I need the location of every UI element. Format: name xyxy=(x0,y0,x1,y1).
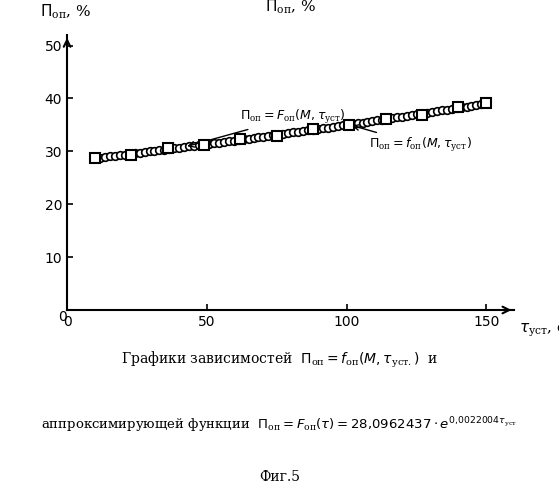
Text: $\Pi_{\mathregular{оп}} = F_{\mathregular{оп}}(M, \tau_{\mathregular{уст}})$: $\Pi_{\mathregular{оп}} = F_{\mathregula… xyxy=(188,108,346,147)
Text: Графики зависимостей  $\Pi_{\mathregular{оп}} = f_{\mathregular{оп}}(M,\tau_{\ma: Графики зависимостей $\Pi_{\mathregular{… xyxy=(121,350,438,370)
Text: Фиг.5: Фиг.5 xyxy=(259,470,300,484)
Text: $\tau_{\mathregular{уст}}$, с: $\tau_{\mathregular{уст}}$, с xyxy=(519,321,559,338)
Text: $\Pi_{\mathregular{оп}}$, %: $\Pi_{\mathregular{оп}}$, % xyxy=(40,2,91,21)
Text: $\Pi_{\mathregular{оп}}$, %: $\Pi_{\mathregular{оп}}$, % xyxy=(265,0,316,16)
Text: $\Pi_{\mathregular{оп}} = f_{\mathregular{оп}}(M, \tau_{\mathregular{уст}})$: $\Pi_{\mathregular{оп}} = f_{\mathregula… xyxy=(353,124,472,154)
Text: аппроксимирующей функции  $\Pi_{\mathregular{оп}} = F_{\mathregular{оп}}(\tau) =: аппроксимирующей функции $\Pi_{\mathregu… xyxy=(41,415,518,434)
Text: 0: 0 xyxy=(58,310,67,324)
